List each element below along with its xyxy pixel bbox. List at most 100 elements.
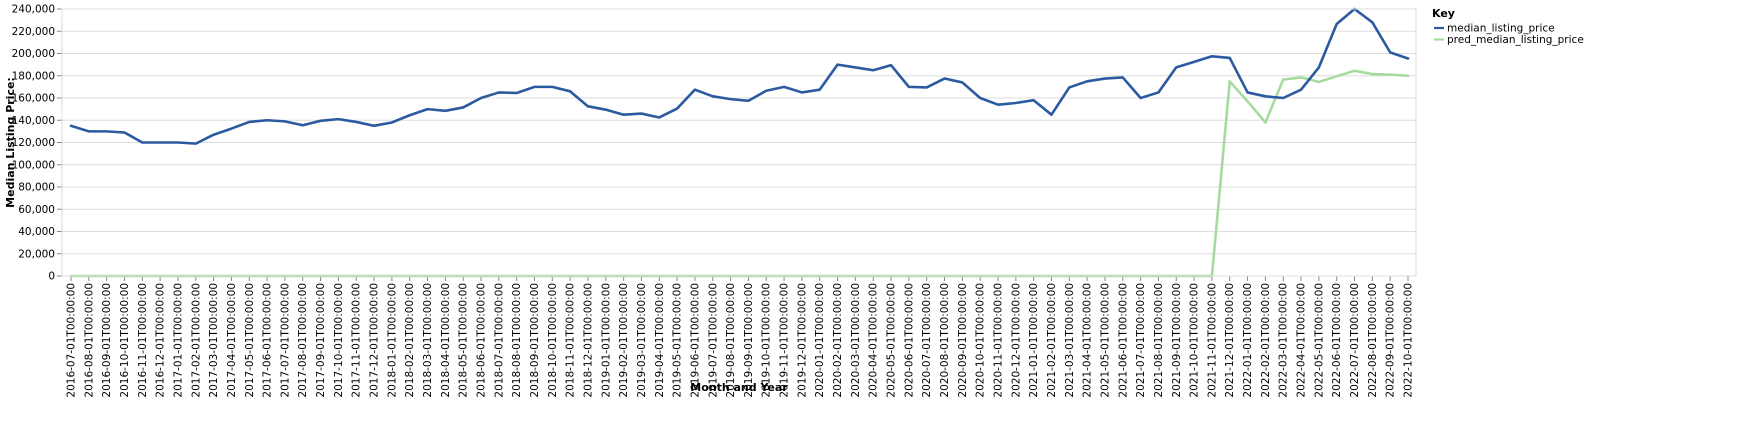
x-tick-label: 2021-03-01T00:00:00 (1064, 283, 1076, 398)
y-axis-title: Median Listing Price: (4, 77, 17, 208)
x-tick-label: 2018-07-01T00:00:00 (493, 283, 505, 398)
x-tick-label: 2021-11-01T00:00:00 (1206, 283, 1218, 398)
x-tick-label: 2021-06-01T00:00:00 (1117, 283, 1129, 398)
x-tick-label: 2018-11-01T00:00:00 (565, 283, 577, 398)
x-tick-label: 2022-06-01T00:00:00 (1331, 283, 1343, 398)
series-line-pred-median-listing-price (69, 69, 1410, 278)
x-tick-label: 2018-03-01T00:00:00 (422, 283, 434, 398)
x-tick-label: 2018-08-01T00:00:00 (511, 283, 523, 398)
x-tick-label: 2018-09-01T00:00:00 (529, 283, 541, 398)
x-tick-label: 2022-10-01T00:00:00 (1403, 283, 1415, 398)
x-tick-label: 2017-01-01T00:00:00 (172, 283, 184, 398)
x-tick-label: 2019-07-01T00:00:00 (707, 283, 719, 398)
x-tick-label: 2022-09-01T00:00:00 (1385, 283, 1397, 398)
x-tick-label: 2018-01-01T00:00:00 (386, 283, 398, 398)
x-tick-label: 2022-05-01T00:00:00 (1313, 283, 1325, 398)
gridlines (62, 8, 1416, 277)
series-line-median-listing-price (69, 7, 1410, 145)
x-tick-label: 2016-10-01T00:00:00 (119, 283, 131, 398)
x-tick-label: 2016-07-01T00:00:00 (66, 283, 78, 398)
x-tick-label: 2019-09-01T00:00:00 (743, 283, 755, 398)
x-tick-label: 2017-11-01T00:00:00 (351, 283, 363, 398)
y-tick-label: 0 (48, 271, 55, 283)
legend-label: pred_median_listing_price (1447, 34, 1584, 46)
y-tick-label: 100,000 (12, 159, 55, 171)
x-tick-label: 2020-12-01T00:00:00 (1010, 283, 1022, 398)
x-tick-label: 2020-08-01T00:00:00 (939, 283, 951, 398)
y-tick-label: 60,000 (18, 204, 55, 216)
x-tick-label: 2021-05-01T00:00:00 (1099, 283, 1111, 398)
x-tick-label: 2017-02-01T00:00:00 (190, 283, 202, 398)
x-axis: 2016-07-01T00:00:00 2016-08-01T00:00:00 20… (62, 275, 1416, 398)
x-tick-label: 2021-12-01T00:00:00 (1224, 283, 1236, 398)
x-tick-label: 2016-11-01T00:00:00 (137, 283, 149, 398)
x-tick-label: 2022-03-01T00:00:00 (1278, 283, 1290, 398)
x-tick-label: 2019-11-01T00:00:00 (779, 283, 791, 398)
x-tick-label: 2016-09-01T00:00:00 (101, 283, 113, 398)
x-tick-label: 2020-03-01T00:00:00 (850, 283, 862, 398)
x-tick-label: 2019-05-01T00:00:00 (672, 283, 684, 398)
x-tick-label: 2021-10-01T00:00:00 (1189, 283, 1201, 398)
y-tick-label: 180,000 (12, 70, 55, 82)
x-tick-label: 2017-07-01T00:00:00 (279, 283, 291, 398)
x-tick-label: 2020-02-01T00:00:00 (832, 283, 844, 398)
x-tick-label: 2020-01-01T00:00:00 (814, 283, 826, 398)
x-tick-label: 2021-02-01T00:00:00 (1046, 283, 1058, 398)
x-tick-label: 2017-09-01T00:00:00 (315, 283, 327, 398)
x-tick-label: 2017-08-01T00:00:00 (297, 283, 309, 398)
x-tick-label: 2016-08-01T00:00:00 (83, 283, 95, 398)
x-tick-label: 2020-09-01T00:00:00 (957, 283, 969, 398)
legend-label: median_listing_price (1447, 23, 1555, 35)
x-tick-label: 2017-03-01T00:00:00 (208, 283, 220, 398)
y-tick-label: 240,000 (12, 4, 55, 16)
y-tick-label: 40,000 (18, 226, 55, 238)
plot-area-border (61, 8, 1417, 277)
legend: Key median_listing_pricepred_median_list… (1432, 7, 1584, 46)
x-tick-label: 2020-04-01T00:00:00 (868, 283, 880, 398)
x-tick-label: 2019-01-01T00:00:00 (600, 283, 612, 398)
y-tick-label: 220,000 (12, 26, 55, 38)
x-tick-label: 2018-02-01T00:00:00 (404, 283, 416, 398)
y-axis: 0 20,000 40,000 60,000 80,000 100,000 120,000 1… (12, 4, 63, 283)
x-tick-label: 2018-05-01T00:00:00 (458, 283, 470, 398)
x-tick-label: 2021-07-01T00:00:00 (1135, 283, 1147, 398)
x-tick-label: 2021-08-01T00:00:00 (1153, 283, 1165, 398)
y-tick-label: 80,000 (18, 182, 55, 194)
x-tick-label: 2022-08-01T00:00:00 (1367, 283, 1379, 398)
x-tick-label: 2020-05-01T00:00:00 (886, 283, 898, 398)
x-tick-label: 2019-04-01T00:00:00 (654, 283, 666, 398)
legend-title: Key (1432, 7, 1455, 20)
y-tick-label: 140,000 (12, 115, 55, 127)
x-tick-label: 2021-04-01T00:00:00 (1082, 283, 1094, 398)
x-tick-label: 2022-07-01T00:00:00 (1349, 283, 1361, 398)
x-tick-label: 2022-01-01T00:00:00 (1242, 283, 1254, 398)
x-tick-label: 2020-07-01T00:00:00 (921, 283, 933, 398)
x-tick-label: 2022-02-01T00:00:00 (1260, 283, 1272, 398)
x-tick-label: 2017-05-01T00:00:00 (244, 283, 256, 398)
y-tick-label: 120,000 (12, 137, 55, 149)
x-tick-label: 2017-06-01T00:00:00 (262, 283, 274, 398)
x-tick-label: 2019-02-01T00:00:00 (618, 283, 630, 398)
y-tick-label: 20,000 (18, 248, 55, 260)
x-tick-label: 2018-10-01T00:00:00 (547, 283, 559, 398)
x-tick-label: 2021-09-01T00:00:00 (1171, 283, 1183, 398)
y-tick-label: 160,000 (12, 93, 55, 105)
x-tick-label: 2020-11-01T00:00:00 (992, 283, 1004, 398)
x-tick-label: 2021-01-01T00:00:00 (1028, 283, 1040, 398)
x-tick-label: 2019-08-01T00:00:00 (725, 283, 737, 398)
x-tick-label: 2018-12-01T00:00:00 (582, 283, 594, 398)
x-tick-label: 2017-04-01T00:00:00 (226, 283, 238, 398)
x-axis-title: Month and Year (690, 381, 788, 394)
x-tick-label: 2019-10-01T00:00:00 (761, 283, 773, 398)
x-tick-label: 2019-12-01T00:00:00 (796, 283, 808, 398)
x-tick-label: 2018-04-01T00:00:00 (440, 283, 452, 398)
y-tick-label: 200,000 (12, 48, 55, 60)
x-tick-label: 2022-04-01T00:00:00 (1296, 283, 1308, 398)
x-tick-label: 2018-06-01T00:00:00 (476, 283, 488, 398)
x-tick-label: 2019-06-01T00:00:00 (689, 283, 701, 398)
x-tick-label: 2016-12-01T00:00:00 (155, 283, 167, 398)
x-tick-label: 2020-10-01T00:00:00 (975, 283, 987, 398)
x-tick-label: 2020-06-01T00:00:00 (903, 283, 915, 398)
x-tick-label: 2017-10-01T00:00:00 (333, 283, 345, 398)
